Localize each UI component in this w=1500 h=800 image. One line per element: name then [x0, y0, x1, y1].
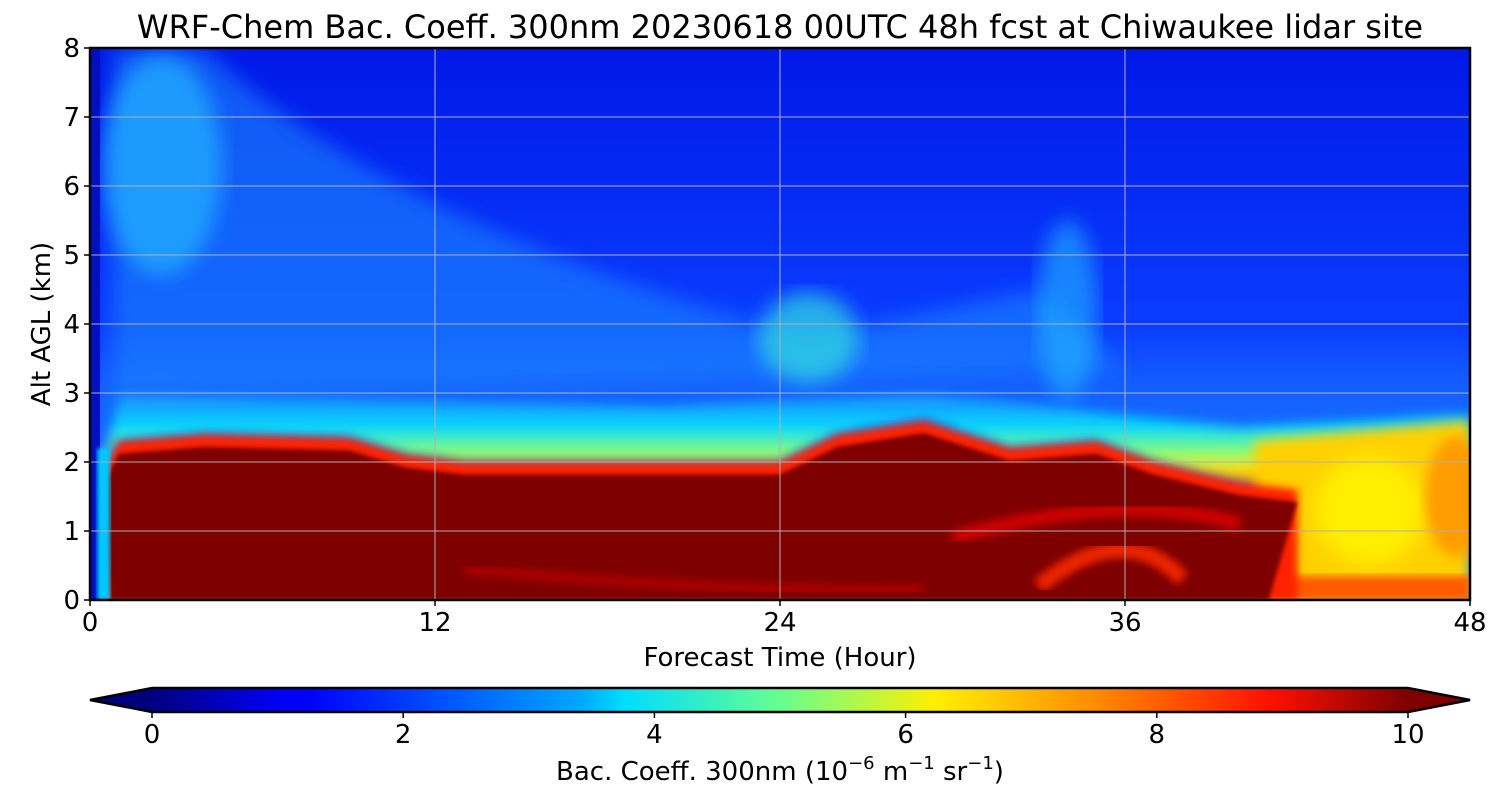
colorbar-tick-label: 10 [1391, 720, 1424, 750]
dense-layer [101, 433, 1298, 600]
grid-lines [90, 48, 1470, 600]
left-edge-gradient [97, 448, 111, 600]
plume-core-left [101, 55, 222, 276]
x-tick-label: 48 [1453, 608, 1486, 638]
red-streak-2 [1033, 541, 1189, 593]
x-axis: 0 12 24 36 48 [82, 600, 1487, 638]
plume-core-mid [758, 292, 859, 383]
y-tick-label: 1 [63, 517, 80, 547]
y-tick-label: 2 [63, 448, 80, 478]
x-tick-label: 0 [82, 608, 99, 638]
colorbar-extend-low [90, 688, 152, 712]
chart-title: WRF-Chem Bac. Coeff. 300nm 20230618 00UT… [137, 8, 1423, 46]
x-tick-label: 36 [1108, 608, 1141, 638]
y-tick-label: 4 [63, 310, 80, 340]
colorbar-label: Bac. Coeff. 300nm (10−6 m−1 sr−1) [556, 753, 1004, 787]
x-tick-label: 24 [763, 608, 796, 638]
colorbar-tick-label: 0 [144, 720, 161, 750]
gradient-band [101, 393, 1470, 490]
y-tick-label: 0 [63, 586, 80, 616]
orange-core [1425, 436, 1470, 557]
colorbar-extend-high [1408, 688, 1470, 712]
y-axis: 0 1 2 3 4 5 6 7 8 [63, 34, 90, 616]
x-axis-label: Forecast Time (Hour) [643, 643, 916, 673]
red-streak-3 [463, 563, 924, 596]
surface-orange [1268, 575, 1470, 600]
y-tick-label: 5 [63, 241, 80, 271]
y-tick-label: 7 [63, 103, 80, 133]
plume-core-right [1037, 220, 1098, 401]
upper-plume [113, 48, 1125, 393]
yellow-core [1314, 455, 1425, 566]
x-tick-label: 12 [418, 608, 451, 638]
colorbar: 0 2 4 6 8 10 Bac. Coeff. 300nm (10−6 m−1 sr−1… [89, 686, 1471, 787]
y-tick-label: 8 [63, 34, 80, 64]
colorbar-tick-label: 8 [1149, 720, 1166, 750]
colorbar-gradient [152, 688, 1408, 712]
y-axis-label: Alt AGL (km) [27, 242, 57, 406]
y-tick-label: 3 [63, 379, 80, 409]
y-tick-label: 6 [63, 172, 80, 202]
colorbar-tick-label: 4 [646, 720, 663, 750]
colorbar-tick-label: 6 [897, 720, 914, 750]
colorbar-tick-label: 2 [395, 720, 412, 750]
colorbar-ticks: 0 2 4 6 8 10 [144, 712, 1425, 750]
heatmap-field [90, 48, 1470, 600]
red-streak-1 [950, 502, 1243, 545]
